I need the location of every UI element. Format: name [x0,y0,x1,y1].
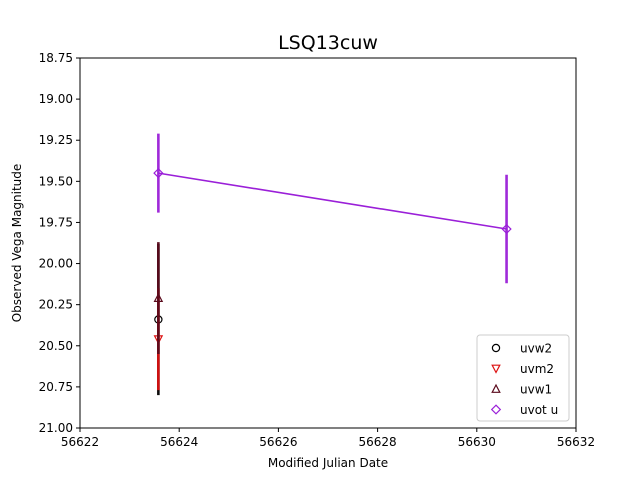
y-tick-label: 20.25 [39,298,73,312]
y-tick-label: 19.25 [39,133,73,147]
legend-box [476,334,570,422]
legend-marker [490,404,502,415]
legend-label: uvot u [520,403,558,417]
y-tick-label: 18.75 [39,51,73,65]
data-point [501,223,512,235]
y-tick-label: 21.00 [39,421,73,435]
y-axis-label: Observed Vega Magnitude [10,164,24,323]
x-tick-label: 56630 [458,435,496,449]
y-tick-label: 20.50 [39,339,73,353]
legend-marker [491,343,501,353]
plot-content [153,133,512,396]
x-axis-label: Modified Julian Date [268,456,388,470]
y-tick-label: 19.75 [39,215,73,229]
series-uvot-u [153,133,512,284]
x-axis: 56622 56624 56626 56628 56630 56632 [61,428,595,449]
y-tick-label: 19.00 [39,92,73,106]
series-line [158,172,507,230]
legend-label: uvw1 [520,383,552,397]
legend-marker [491,364,501,374]
x-tick-label: 56626 [259,435,297,449]
y-tick-label: 20.75 [39,380,73,394]
y-tick-label: 19.50 [39,174,73,188]
legend: uvw2 uvm2 uvw1 uvot u [476,334,570,422]
x-tick-label: 56624 [160,435,198,449]
x-tick-label: 56622 [61,435,99,449]
data-point [153,167,164,179]
x-tick-label: 56632 [557,435,595,449]
data-point [153,292,164,302]
legend-label: uvm2 [520,362,554,376]
series-uvw1 [153,242,164,354]
plot-frame [79,57,577,429]
chart-title: LSQ13cuw [278,32,378,54]
legend-label: uvw2 [520,342,552,356]
legend-marker [491,383,501,393]
x-tick-label: 56628 [359,435,397,449]
y-axis: 18.75 19.00 19.25 19.50 19.75 20.00 20.25 20.50… [39,51,80,435]
y-tick-label: 20.00 [39,257,73,271]
